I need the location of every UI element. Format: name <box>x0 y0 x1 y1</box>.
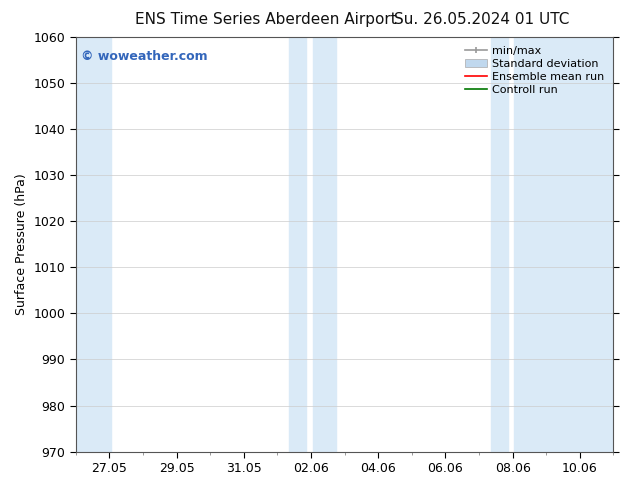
Text: ENS Time Series Aberdeen Airport: ENS Time Series Aberdeen Airport <box>136 12 397 27</box>
Legend: min/max, Standard deviation, Ensemble mean run, Controll run: min/max, Standard deviation, Ensemble me… <box>461 43 608 98</box>
Bar <box>491 37 508 452</box>
Bar <box>514 37 614 452</box>
Text: Su. 26.05.2024 01 UTC: Su. 26.05.2024 01 UTC <box>394 12 569 27</box>
Bar <box>76 37 111 452</box>
Bar <box>289 37 306 452</box>
Text: © woweather.com: © woweather.com <box>81 49 208 63</box>
Y-axis label: Surface Pressure (hPa): Surface Pressure (hPa) <box>15 173 28 315</box>
Bar <box>313 37 336 452</box>
